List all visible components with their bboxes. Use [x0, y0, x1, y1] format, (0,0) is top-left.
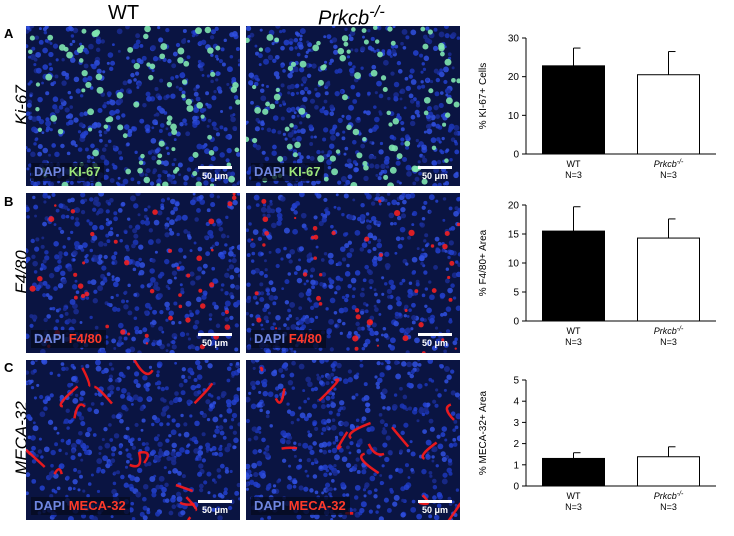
tissue-texture	[246, 360, 460, 520]
micrograph-ki67-prkcb: DAPI KI-67 50 μm	[246, 26, 460, 186]
column-header-prkcb-text: Prkcb	[318, 7, 370, 30]
tissue-texture	[26, 26, 240, 186]
category-label: WT	[567, 326, 581, 336]
tissue-texture	[26, 360, 240, 520]
stain-label: DAPI MECA-32	[251, 497, 350, 515]
micrograph-meca32-prkcb: DAPI MECA-32 50 μm	[246, 360, 460, 520]
tissue-texture	[246, 193, 460, 353]
y-tick-label: 15	[508, 230, 520, 241]
category-label: WT	[567, 159, 581, 169]
stain-label: DAPI KI-67	[31, 163, 105, 181]
category-n-label: N=3	[565, 337, 582, 347]
y-tick-label: 20	[508, 72, 520, 83]
micrograph-meca32-wt: DAPI MECA-32 50 μm	[26, 360, 240, 520]
category-n-label: N=3	[660, 502, 677, 512]
scale-bar: 50 μm	[418, 166, 452, 181]
panel-letter-b: B	[4, 194, 14, 209]
y-axis-title: % KI-67+ Cells	[478, 63, 489, 129]
y-tick-label: 3	[513, 418, 519, 429]
stain-label: DAPI KI-67	[251, 163, 325, 181]
y-axis-title: % F4/80+ Area	[478, 229, 489, 296]
micrograph-f480-wt: DAPI F4/80 50 μm	[26, 193, 240, 353]
scale-bar: 50 μm	[418, 500, 452, 515]
scale-bar: 50 μm	[198, 500, 232, 515]
column-header-wt: WT	[108, 2, 139, 25]
bar	[637, 456, 700, 487]
category-n-label: N=3	[660, 170, 677, 180]
column-header-prkcb-sup: -/-	[369, 2, 385, 21]
stain-label: DAPI F4/80	[251, 330, 326, 348]
y-tick-label: 1	[513, 460, 519, 471]
y-tick-label: 10	[508, 259, 520, 270]
bar	[542, 457, 605, 487]
bar	[637, 74, 700, 155]
y-tick-label: 30	[508, 34, 520, 45]
bar	[637, 237, 700, 322]
category-n-label: N=3	[660, 337, 677, 347]
y-tick-label: 20	[508, 201, 520, 212]
bar	[542, 65, 605, 155]
y-tick-label: 0	[513, 150, 519, 161]
micrograph-f480-prkcb: DAPI F4/80 50 μm	[246, 193, 460, 353]
tissue-texture	[246, 26, 460, 186]
panel-letter-c: C	[4, 360, 14, 375]
category-label: Prkcb-/-	[654, 326, 684, 336]
scale-bar: 50 μm	[198, 166, 232, 181]
y-tick-label: 0	[513, 482, 519, 493]
category-label: Prkcb-/-	[654, 491, 684, 501]
y-tick-label: 5	[513, 376, 519, 387]
category-n-label: N=3	[565, 502, 582, 512]
y-tick-label: 0	[513, 317, 519, 328]
scale-bar: 50 μm	[198, 333, 232, 348]
y-tick-label: 10	[508, 111, 520, 122]
y-axis-title: % MECA-32+ Area	[478, 390, 489, 475]
chart-meca32: 0 1 2 3 4 5% MECA-32+ Area WT N=3 Prkcb-/- N=3	[466, 372, 730, 522]
category-label: Prkcb-/-	[654, 159, 684, 169]
y-tick-label: 2	[513, 439, 519, 450]
scale-bar: 50 μm	[418, 333, 452, 348]
y-tick-label: 5	[513, 288, 519, 299]
column-header-wt-text: WT	[108, 2, 140, 24]
y-tick-label: 4	[513, 397, 519, 408]
micrograph-ki67-wt: DAPI KI-67 50 μm	[26, 26, 240, 186]
bar	[542, 230, 605, 322]
stain-label: DAPI MECA-32	[31, 497, 130, 515]
panel-letter-a: A	[4, 26, 14, 41]
chart-ki67: 0 10 20 30% KI-67+ Cells WT N=3 Prkcb-/- N=3	[466, 30, 730, 190]
category-n-label: N=3	[565, 170, 582, 180]
column-header-prkcb: Prkcb-/-	[318, 2, 385, 31]
tissue-texture	[26, 193, 240, 353]
chart-f480: 0 5 10 15 20% F4/80+ Area WT N=3 Prkcb-/- N=3	[466, 197, 730, 357]
stain-label: DAPI F4/80	[31, 330, 106, 348]
category-label: WT	[567, 491, 581, 501]
